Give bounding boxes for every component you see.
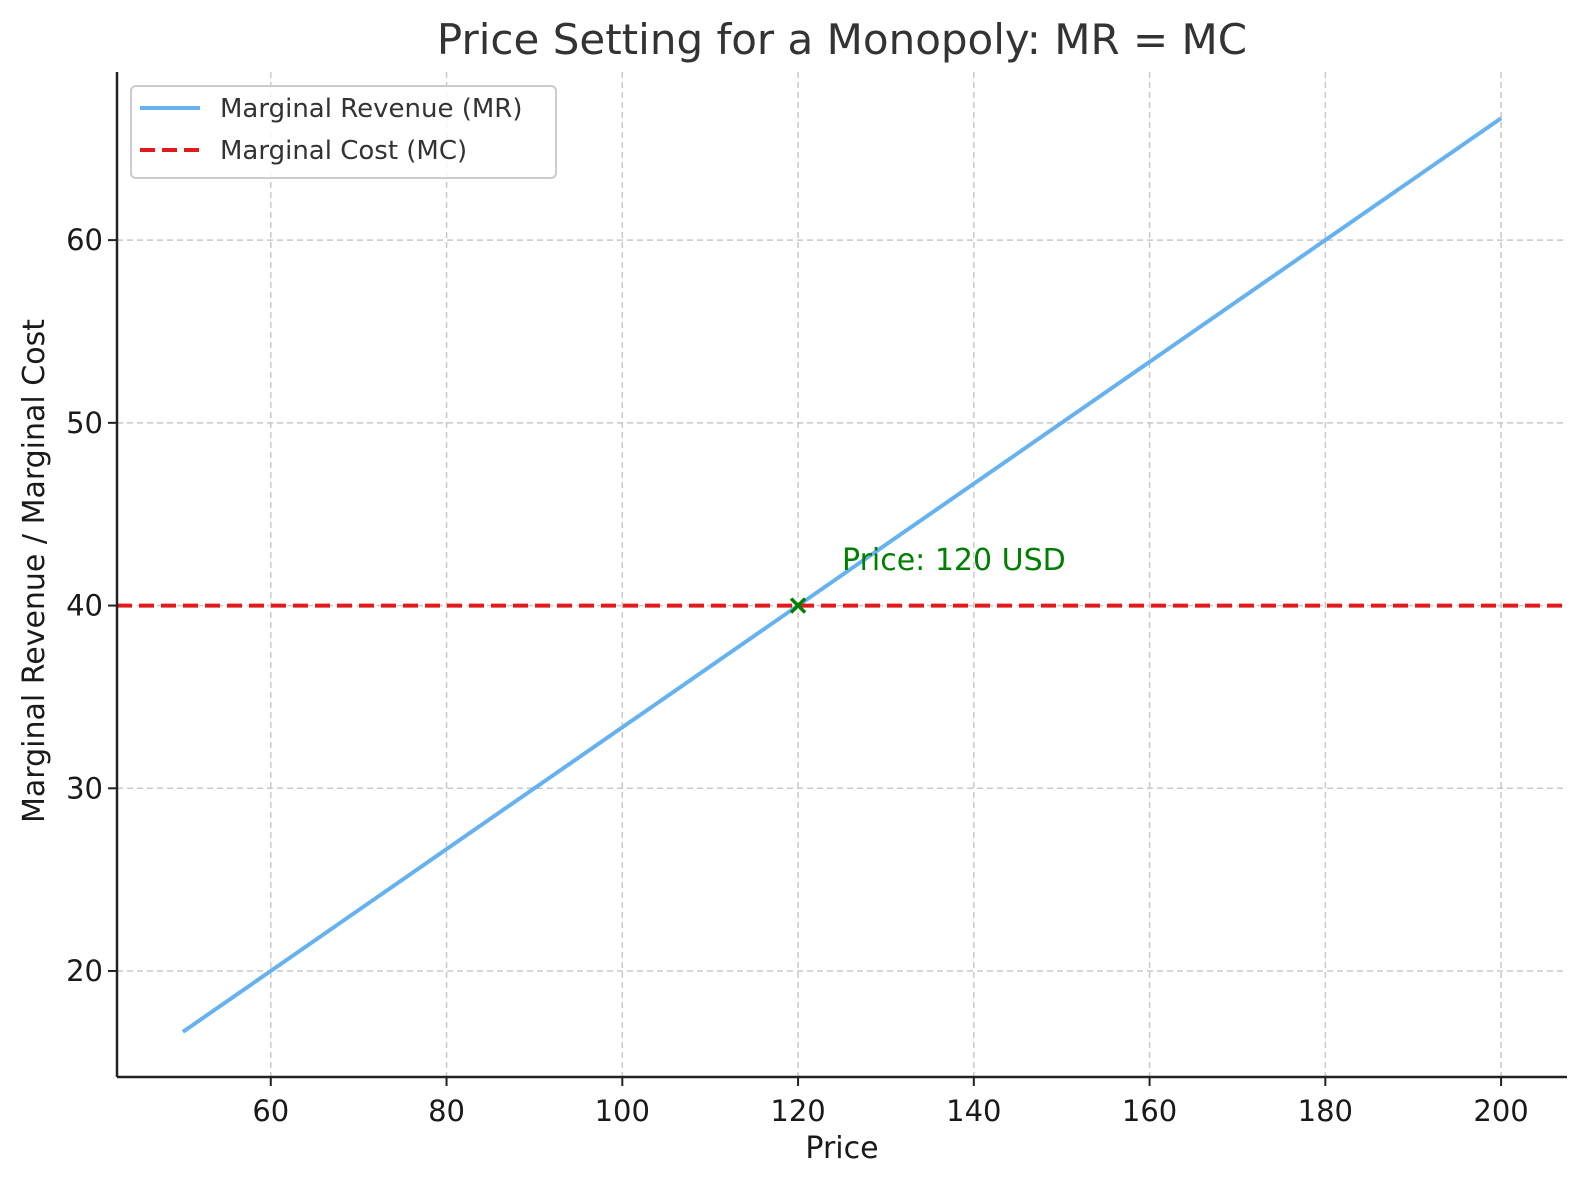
x-tick-label: 80 — [428, 1094, 465, 1128]
intersection-marker — [789, 597, 807, 614]
legend-frame — [130, 85, 557, 179]
legend-label-mc: Marginal Cost (MC) — [220, 136, 467, 166]
x-tick-label: 120 — [770, 1094, 825, 1128]
x-tick-label: 200 — [1473, 1094, 1528, 1128]
legend-label-mr: Marginal Revenue (MR) — [220, 94, 523, 124]
x-tick-label: 180 — [1298, 1094, 1353, 1128]
y-tick-label: 60 — [66, 223, 103, 257]
x-tick-label: 140 — [946, 1094, 1001, 1128]
y-tick-label: 20 — [66, 954, 103, 988]
y-tick-label: 30 — [66, 771, 103, 805]
plot-area — [117, 116, 1567, 1034]
x-tick-label: 100 — [595, 1094, 650, 1128]
y-tick-label: 40 — [66, 589, 103, 623]
y-tick-label: 50 — [66, 406, 103, 440]
chart-title: Price Setting for a Monopoly: MR = MC — [437, 15, 1247, 64]
x-tick-label: 160 — [1122, 1094, 1177, 1128]
price-annotation: Price: 120 USD — [842, 543, 1066, 578]
grid — [117, 72, 1567, 1077]
legend: Marginal Revenue (MR) Marginal Cost (MC) — [130, 85, 557, 179]
x-tick-label: 60 — [252, 1094, 289, 1128]
x-axis-label: Price — [805, 1131, 878, 1166]
mr-line — [181, 116, 1503, 1034]
tick-labels: 60 80 100 120 140 160 180 200 20 30 40 50 60 — [66, 223, 1529, 1128]
axes — [108, 72, 1567, 1086]
y-axis-label: Marginal Revenue / Marginal Cost — [17, 319, 52, 823]
